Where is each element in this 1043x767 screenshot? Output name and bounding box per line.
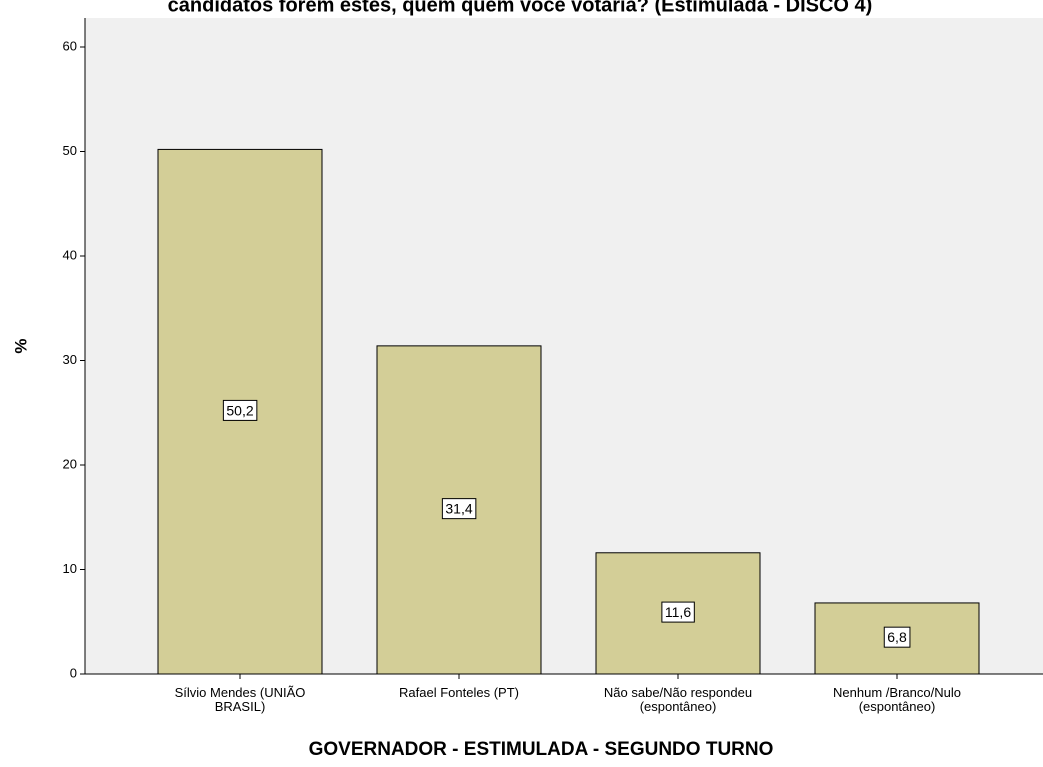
x-tick-label: Nenhum /Branco/Nulo (espontâneo) xyxy=(833,685,961,714)
value-label: 50,2 xyxy=(226,402,253,418)
value-label-box xyxy=(222,399,258,421)
y-tick-label: 50 xyxy=(63,143,77,158)
x-axis-title: GOVERNADOR - ESTIMULADA - SEGUNDO TURNO xyxy=(309,739,774,760)
value-label-box xyxy=(441,498,477,520)
y-tick-label: 20 xyxy=(63,456,77,471)
y-tick-label: 30 xyxy=(63,352,77,367)
x-tick-label: Sílvio Mendes (UNIÃO BRASIL) xyxy=(175,685,306,714)
value-label-box xyxy=(883,626,911,648)
y-tick-label: 60 xyxy=(63,38,77,53)
y-axis-title: % xyxy=(11,338,30,353)
x-tick-label: Rafael Fonteles (PT) xyxy=(399,685,519,700)
y-tick-label: 0 xyxy=(70,665,77,680)
x-tick-label: Não sabe/Não respondeu (espontâneo) xyxy=(604,685,752,714)
chart-title: candidatos forem estes, quem quem você v… xyxy=(168,0,873,16)
y-tick-label: 10 xyxy=(63,561,77,576)
value-label: 11,6 xyxy=(665,604,691,620)
value-label-box xyxy=(661,601,695,623)
value-label: 6,8 xyxy=(887,629,907,645)
y-tick-label: 40 xyxy=(63,247,77,262)
value-label: 31,4 xyxy=(445,501,472,517)
